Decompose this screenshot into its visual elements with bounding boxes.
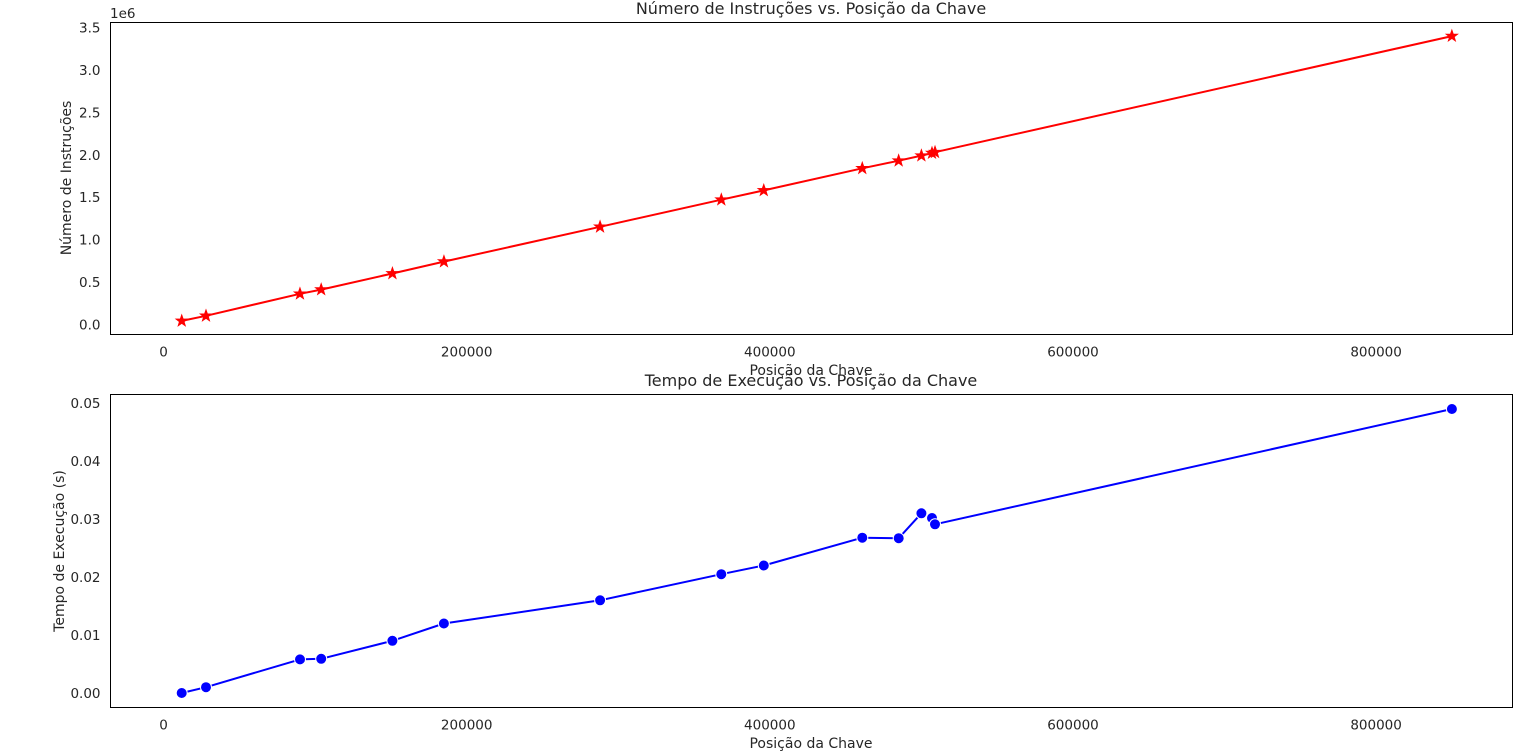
series-line xyxy=(181,408,1453,694)
data-point xyxy=(314,282,329,296)
data-point xyxy=(891,153,906,167)
x-ticks: 0 200000 400000 600000 800000 xyxy=(159,345,1402,361)
y-tick-label: 0.01 xyxy=(70,628,100,644)
data-point xyxy=(386,634,399,647)
x-tick-label: 400000 xyxy=(744,718,796,734)
y-axis-label: Número de Instruções xyxy=(59,101,75,256)
data-point xyxy=(436,254,451,268)
plot-area xyxy=(175,403,1458,699)
data-point xyxy=(292,286,308,300)
y-tick-label: 2.5 xyxy=(79,105,100,121)
instructions-chart: Número de Instruções vs. Posição da Chav… xyxy=(59,0,1513,379)
x-tick-label: 400000 xyxy=(744,345,796,361)
y-tick-label: 3.0 xyxy=(79,63,100,79)
axes-frame xyxy=(110,22,1513,335)
x-tick-label: 600000 xyxy=(1047,345,1099,361)
x-tick-label: 0 xyxy=(159,718,168,734)
x-tick-label: 800000 xyxy=(1350,345,1402,361)
data-point xyxy=(593,219,608,233)
y-tick-label: 2.0 xyxy=(79,148,100,164)
x-axis-label: Posição da Chave xyxy=(749,736,872,752)
x-tick-label: 0 xyxy=(159,345,168,361)
data-point xyxy=(855,160,870,175)
execution-time-chart: Tempo de Execução vs. Posição da Chave P… xyxy=(52,371,1513,752)
x-tick-label: 600000 xyxy=(1047,718,1099,734)
y-axis-label: Tempo de Execução (s) xyxy=(52,470,68,633)
data-point xyxy=(892,532,905,545)
data-point xyxy=(1444,28,1459,43)
x-tick-label: 200000 xyxy=(441,718,493,734)
y-tick-label: 1.0 xyxy=(79,233,100,249)
chart-title: Tempo de Execução vs. Posição da Chave xyxy=(644,371,978,390)
data-point xyxy=(915,507,928,520)
data-point xyxy=(927,144,943,159)
x-axis-label: Posição da Chave xyxy=(749,363,872,379)
data-point xyxy=(198,308,214,322)
data-point xyxy=(437,617,450,630)
series-line xyxy=(181,35,1453,322)
plot-area xyxy=(174,28,1459,327)
data-point xyxy=(174,313,189,327)
data-point xyxy=(1445,403,1458,415)
data-point xyxy=(757,559,770,572)
x-tick-label: 200000 xyxy=(441,345,493,361)
data-point xyxy=(929,518,941,531)
y-tick-label: 0.00 xyxy=(70,686,100,702)
x-ticks: 0 200000 400000 600000 800000 xyxy=(159,718,1402,734)
data-point xyxy=(756,182,771,197)
data-point xyxy=(175,687,188,699)
y-tick-label: 1.5 xyxy=(79,190,100,206)
y-tick-label: 0.04 xyxy=(70,454,100,470)
y-tick-label: 3.5 xyxy=(79,21,100,37)
y-tick-label: 0.0 xyxy=(79,317,100,333)
chart-title: Número de Instruções vs. Posição da Chav… xyxy=(636,0,986,18)
y-ticks: 0.00 0.01 0.02 0.03 0.04 0.05 xyxy=(70,396,100,702)
data-point xyxy=(315,652,328,665)
data-point xyxy=(856,531,869,544)
y-tick-label: 0.03 xyxy=(70,512,100,528)
y-offset-label: 1e6 xyxy=(110,6,135,22)
data-point xyxy=(714,192,729,206)
data-point xyxy=(200,681,212,694)
data-point xyxy=(594,594,607,607)
y-tick-label: 0.5 xyxy=(79,275,100,291)
axes-frame xyxy=(110,394,1513,708)
data-point xyxy=(914,148,929,162)
x-tick-label: 800000 xyxy=(1350,718,1402,734)
data-point xyxy=(294,653,306,666)
y-tick-label: 0.05 xyxy=(70,396,100,412)
y-tick-label: 0.02 xyxy=(70,570,100,586)
y-ticks: 0.0 0.5 1.0 1.5 2.0 2.5 3.0 3.5 xyxy=(79,21,100,334)
data-point xyxy=(715,568,728,581)
data-point xyxy=(385,266,400,280)
